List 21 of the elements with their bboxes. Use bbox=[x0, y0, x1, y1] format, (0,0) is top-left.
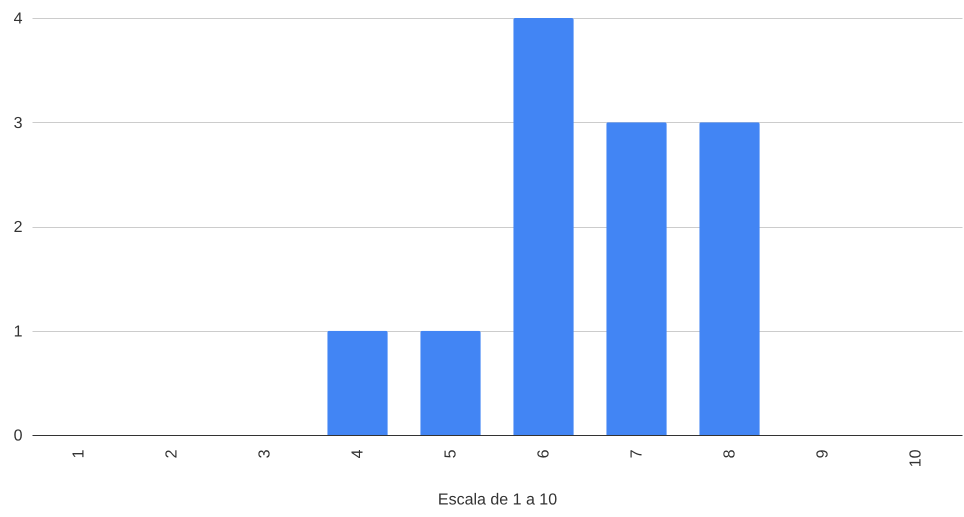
bar bbox=[513, 18, 574, 435]
x-axis-title: Escala de 1 a 10 bbox=[438, 491, 558, 508]
x-tick-label: 3 bbox=[256, 449, 274, 458]
y-tick-label: 2 bbox=[14, 219, 23, 236]
x-tick-label: 1 bbox=[70, 449, 88, 458]
x-tick-label: 6 bbox=[536, 449, 552, 458]
bar bbox=[606, 122, 667, 435]
x-tick-label: 5 bbox=[442, 449, 460, 458]
y-tick-label: 3 bbox=[14, 114, 23, 132]
x-tick-label: 4 bbox=[350, 449, 366, 458]
y-tick-label: 0 bbox=[14, 428, 23, 444]
x-tick-label: 8 bbox=[722, 449, 738, 458]
x-tick-label: 2 bbox=[164, 449, 180, 458]
bar bbox=[327, 330, 388, 435]
y-tick-label: 4 bbox=[14, 10, 23, 28]
bar bbox=[420, 330, 481, 435]
bar bbox=[699, 122, 760, 435]
x-tick-label: 9 bbox=[814, 449, 832, 458]
y-tick-label: 1 bbox=[14, 323, 23, 340]
x-tick-label: 10 bbox=[908, 449, 924, 468]
x-tick-label: 7 bbox=[628, 449, 646, 458]
